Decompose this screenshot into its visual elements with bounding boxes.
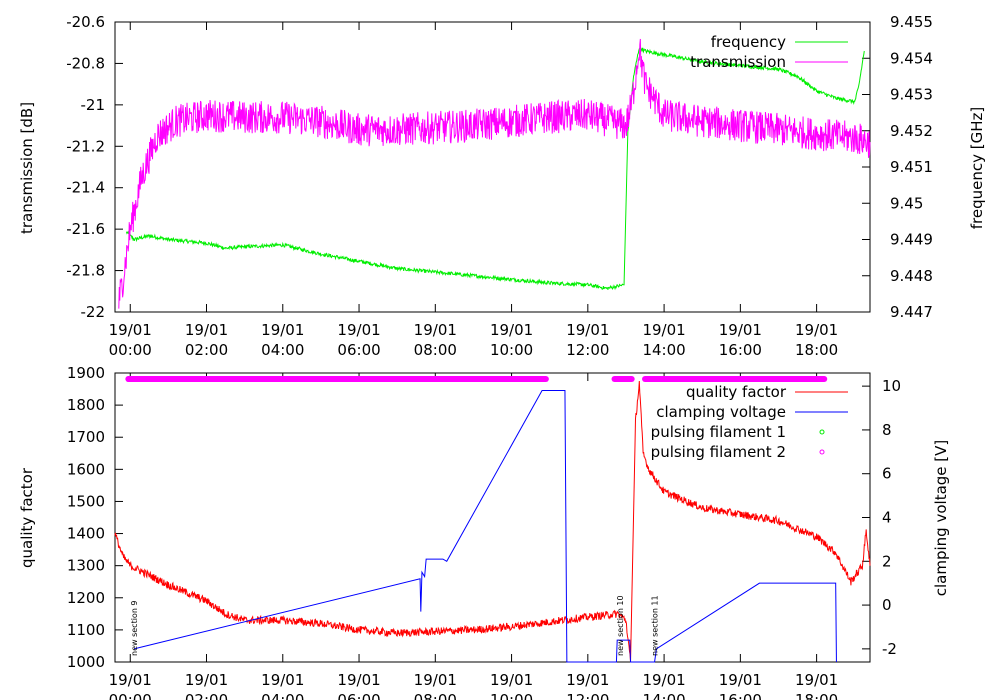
- top-ylabel: transmission [dB]: [18, 102, 36, 234]
- y-tick-label: -21: [81, 96, 106, 114]
- y-tick-label: 1100: [67, 621, 105, 639]
- legend-label-frequency: frequency: [711, 33, 786, 51]
- y-tick-label: 1200: [67, 589, 105, 607]
- x-tick-label-date: 19/01: [109, 671, 152, 689]
- x-tick-label-date: 19/01: [261, 321, 304, 339]
- x-tick-label-time: 12:00: [566, 691, 609, 700]
- x-tick-label-time: 10:00: [490, 341, 533, 359]
- x-tick-label-time: 16:00: [719, 691, 762, 700]
- annotation-new-section-11: new section 11: [651, 595, 660, 656]
- x-tick-label-time: 12:00: [566, 341, 609, 359]
- y2-tick-label: 4: [882, 509, 892, 527]
- x-tick-label-date: 19/01: [642, 321, 685, 339]
- x-tick-label-time: 02:00: [185, 691, 228, 700]
- x-tick-label-time: 02:00: [185, 341, 228, 359]
- y2-tick-label: 6: [882, 465, 892, 483]
- x-tick-label-time: 08:00: [414, 341, 457, 359]
- y-tick-label: -21.8: [66, 262, 105, 280]
- y2-tick-label: 9.449: [890, 231, 933, 249]
- x-tick-label-date: 19/01: [490, 321, 533, 339]
- x-tick-label-time: 06:00: [337, 341, 380, 359]
- y-tick-label: 1800: [67, 396, 105, 414]
- y-tick-label: 1600: [67, 460, 105, 478]
- series-line-transmission: [118, 38, 871, 309]
- y-tick-label: -22: [81, 303, 106, 321]
- x-tick-label-date: 19/01: [261, 671, 304, 689]
- x-tick-label-time: 06:00: [337, 691, 380, 700]
- series-line-frequency: [125, 44, 865, 291]
- legend-label-clamping-voltage: clamping voltage: [656, 403, 786, 421]
- x-tick-label-date: 19/01: [185, 671, 228, 689]
- annotation-new-section-9: new section 9: [130, 600, 139, 656]
- x-tick-label-time: 04:00: [261, 341, 304, 359]
- y2-tick-label: 9.455: [890, 13, 933, 31]
- y-tick-label: -20.8: [66, 54, 105, 72]
- x-tick-label-time: 18:00: [795, 341, 838, 359]
- x-tick-label-time: 18:00: [795, 691, 838, 700]
- x-tick-label-time: 16:00: [719, 341, 762, 359]
- y-tick-label: 1300: [67, 557, 105, 575]
- legend-label-quality-factor: quality factor: [686, 383, 787, 401]
- top-y2label: frequency [GHz]: [968, 107, 986, 229]
- x-tick-label-date: 19/01: [795, 671, 838, 689]
- y2-tick-label: 8: [882, 421, 892, 439]
- x-tick-label-date: 19/01: [566, 321, 609, 339]
- y-tick-label: -20.6: [66, 13, 105, 31]
- x-tick-label-date: 19/01: [337, 671, 380, 689]
- y2-tick-label: 9.453: [890, 86, 933, 104]
- y2-tick-label: 2: [882, 552, 892, 570]
- quality-clamping-panel: 19/01 00:00 19/01 02:00 19/01 04:00 19/01 06:00…: [18, 364, 950, 700]
- y-tick-label: 1000: [67, 653, 105, 671]
- x-tick-label-time: 00:00: [109, 341, 152, 359]
- x-tick-label-date: 19/01: [414, 321, 457, 339]
- x-tick-label-date: 19/01: [566, 671, 609, 689]
- y2-tick-label: 10: [882, 377, 901, 395]
- y-tick-label: -21.2: [66, 137, 105, 155]
- x-tick-label-date: 19/01: [795, 321, 838, 339]
- y-tick-label: 1500: [67, 492, 105, 510]
- transmission-frequency-panel: 19/01 00:00 19/01 02:00 19/01 04:00 19/01 06:00…: [18, 13, 986, 359]
- y2-tick-label: 9.454: [890, 49, 933, 67]
- x-tick-label-time: 04:00: [261, 691, 304, 700]
- x-tick-label-time: 14:00: [642, 691, 685, 700]
- series-line-clamping-voltage: [133, 390, 837, 663]
- y2-tick-label: 9.448: [890, 267, 933, 285]
- y-tick-label: 1700: [67, 428, 105, 446]
- x-tick-label-date: 19/01: [719, 321, 762, 339]
- x-tick-label-time: 08:00: [414, 691, 457, 700]
- x-tick-label-date: 19/01: [490, 671, 533, 689]
- y2-tick-label: -2: [882, 640, 897, 658]
- y-tick-label: -21.4: [66, 179, 105, 197]
- y-tick-label: 1900: [67, 364, 105, 382]
- annotation-new-section-10: new section 10: [616, 595, 625, 656]
- y-tick-label: -21.6: [66, 220, 105, 238]
- x-tick-label-date: 19/01: [337, 321, 380, 339]
- legend-label-transmission: transmission: [690, 53, 786, 71]
- bottom-legend: quality factor clamping voltage pulsing …: [651, 383, 848, 461]
- legend-marker-pulsing-filament-1: [819, 429, 825, 435]
- x-tick-label-date: 19/01: [185, 321, 228, 339]
- x-tick-label-date: 19/01: [642, 671, 685, 689]
- top-legend: frequency transmission: [690, 33, 848, 71]
- y2-tick-label: 0: [882, 596, 892, 614]
- y-tick-label: 1400: [67, 525, 105, 543]
- x-tick-label-time: 00:00: [109, 691, 152, 700]
- bottom-y2label: clamping voltage [V]: [932, 440, 950, 596]
- bottom-ylabel: quality factor: [18, 467, 36, 568]
- x-tick-label-date: 19/01: [414, 671, 457, 689]
- y2-tick-label: 9.451: [890, 158, 933, 176]
- legend-label-pulsing-filament-2: pulsing filament 2: [651, 443, 786, 461]
- x-tick-label-time: 10:00: [490, 691, 533, 700]
- x-tick-label-time: 14:00: [642, 341, 685, 359]
- x-tick-label-date: 19/01: [719, 671, 762, 689]
- x-tick-label-date: 19/01: [109, 321, 152, 339]
- y2-tick-label: 9.45: [890, 194, 923, 212]
- y2-tick-label: 9.452: [890, 122, 933, 140]
- y2-tick-label: 9.447: [890, 303, 933, 321]
- legend-marker-pulsing-filament-2: [819, 449, 825, 455]
- series-line-quality-factor: [114, 381, 871, 663]
- legend-label-pulsing-filament-1: pulsing filament 1: [651, 423, 786, 441]
